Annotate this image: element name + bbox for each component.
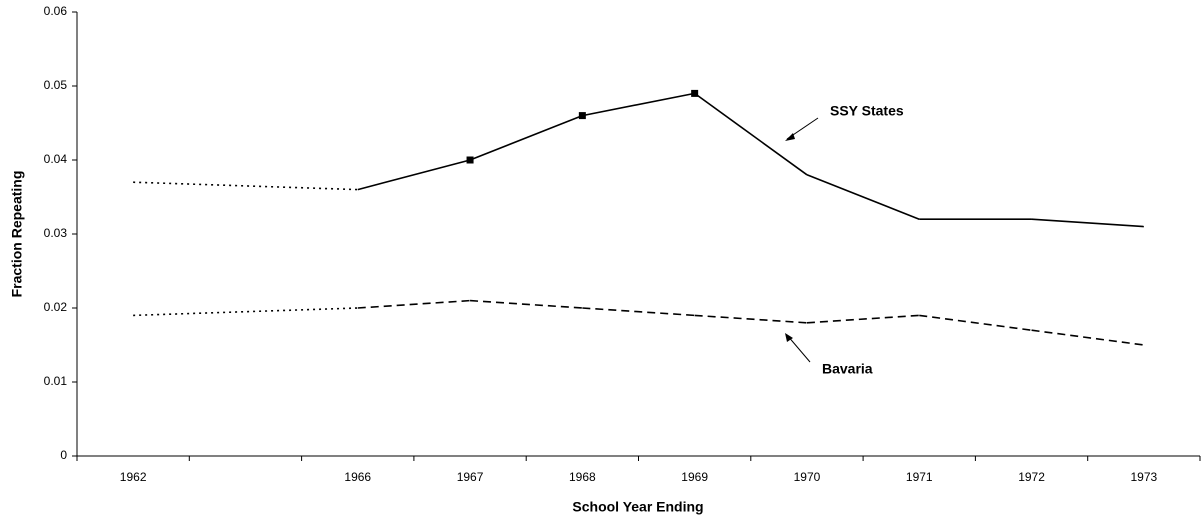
x-axis-label: School Year Ending: [572, 499, 703, 515]
x-tick-label: 1973: [1130, 470, 1157, 484]
line-segment: [357, 299, 471, 309]
line-segment: [357, 159, 471, 191]
arrow-head: [785, 333, 793, 342]
x-tick-label: 1968: [569, 470, 596, 484]
y-tick-label: 0.04: [44, 152, 68, 166]
series-annotation: SSY States: [830, 103, 904, 119]
line-segment: [694, 92, 808, 176]
x-tick-label: 1962: [120, 470, 147, 484]
y-tick-label: 0: [60, 448, 67, 462]
series-annotation: Bavaria: [822, 361, 873, 377]
y-tick-label: 0.06: [44, 4, 68, 18]
x-tick-label: 1967: [457, 470, 484, 484]
line-segment: [469, 299, 583, 309]
x-tick-label: 1966: [344, 470, 371, 484]
y-tick-label: 0.03: [44, 226, 68, 240]
line-segment: [133, 181, 358, 191]
line-segment: [919, 314, 1032, 331]
line-segment: [806, 314, 920, 324]
arrow-head: [785, 133, 795, 141]
x-tick-label: 1971: [906, 470, 933, 484]
x-tick-label: 1970: [794, 470, 821, 484]
line-segment: [1031, 218, 1144, 228]
x-tick-label: 1969: [681, 470, 708, 484]
line-segment: [694, 314, 808, 324]
point-marker: [466, 156, 474, 164]
line-segment: [133, 307, 358, 317]
y-tick-label: 0.01: [44, 374, 68, 388]
line-segment: [469, 114, 583, 161]
line-segment: [806, 174, 920, 220]
point-marker: [691, 89, 699, 97]
y-tick-label: 0.05: [44, 78, 68, 92]
point-marker: [578, 112, 586, 120]
line-segment: [582, 92, 695, 117]
annotation-arrow: [786, 334, 811, 363]
y-axis-label: Fraction Repeating: [9, 171, 25, 298]
line-segment: [1031, 329, 1144, 346]
line-segment: [582, 307, 695, 317]
y-tick-label: 0.02: [44, 300, 68, 314]
x-tick-label: 1972: [1018, 470, 1045, 484]
